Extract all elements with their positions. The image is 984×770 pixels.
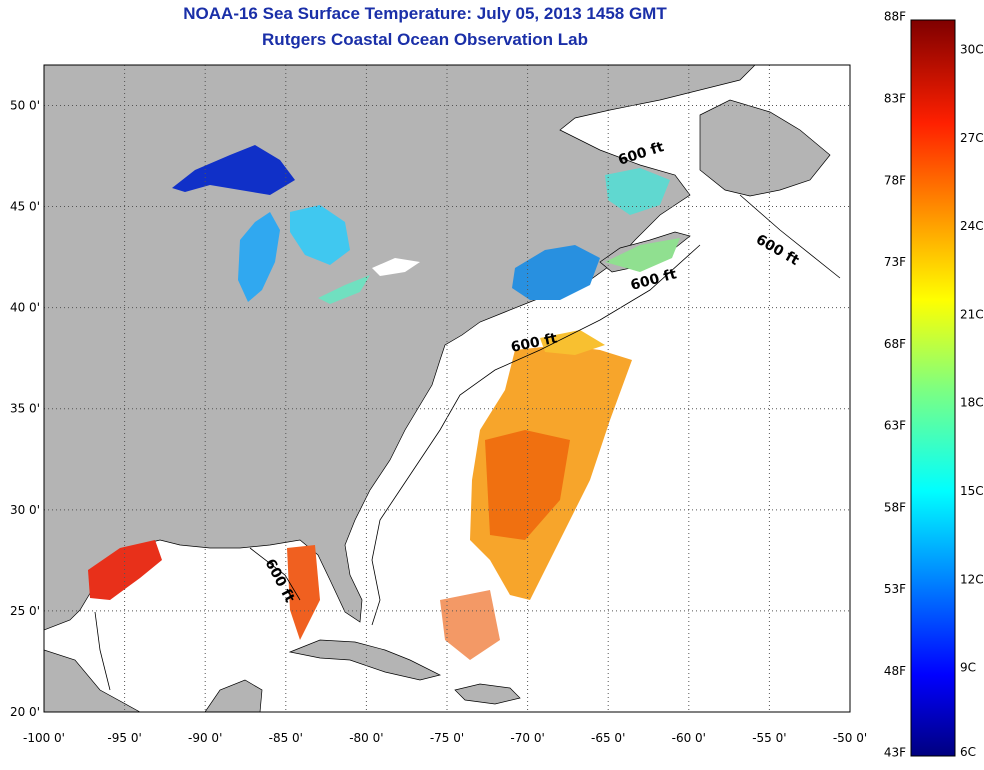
- colorbar-c-label: 18C: [960, 396, 984, 410]
- colorbar-f-label: 78F: [884, 173, 906, 187]
- longitude-tick-label: -75 0': [430, 731, 464, 745]
- longitude-tick-label: -55 0': [752, 731, 786, 745]
- colorbar: [910, 19, 956, 757]
- colorbar-f-label: 63F: [884, 419, 906, 433]
- land-hispaniola: [454, 683, 521, 705]
- longitude-tick-label: -60 0': [672, 731, 706, 745]
- colorbar-c-label: 15C: [960, 484, 984, 498]
- longitude-tick-label: -80 0': [349, 731, 383, 745]
- colorbar-f-label: 58F: [884, 500, 906, 514]
- longitude-tick-labels: -100 0' -95 0' -90 0' -85 0' -80 0' -75 0' -70…: [23, 731, 867, 745]
- land-north-america: [44, 65, 756, 631]
- colorbar-c-label: 24C: [960, 219, 984, 233]
- latitude-tick-labels: 20 0' 25 0' 30 0' 35 0' 40 0' 45 0' 50 0': [10, 98, 40, 719]
- sst-bahamas: [440, 590, 500, 660]
- map-title: NOAA-16 Sea Surface Temperature: July 05…: [183, 4, 667, 23]
- longitude-tick-label: -70 0': [510, 731, 544, 745]
- colorbar-f-label: 53F: [884, 582, 906, 596]
- longitude-tick-label: -90 0': [188, 731, 222, 745]
- sst-scotian-shelf: [605, 238, 680, 272]
- sst-gulf-of-maine: [512, 245, 600, 300]
- sst-gulfstream-north: [540, 330, 605, 355]
- latitude-tick-label: 45 0': [10, 200, 40, 214]
- sst-lake-michigan: [238, 212, 280, 302]
- latitude-tick-label: 25 0': [10, 604, 40, 618]
- land-yucatan: [44, 649, 141, 712]
- land-newfoundland: [699, 99, 831, 197]
- colorbar-f-label: 88F: [884, 10, 906, 24]
- colorbar-f-label: 68F: [884, 337, 906, 351]
- colorbar-c-label: 9C: [960, 661, 976, 675]
- isobath-600ft-gulf: [94, 547, 301, 691]
- sst-gulf-florida: [287, 545, 320, 640]
- colorbar-c-label: 6C: [960, 745, 976, 759]
- latitude-tick-label: 30 0': [10, 503, 40, 517]
- colorbar-f-label: 48F: [884, 664, 906, 678]
- sst-lake-huron: [290, 205, 350, 265]
- sst-lake-ontario: [372, 258, 420, 276]
- latitude-tick-label: 40 0': [10, 301, 40, 315]
- land-yucatan-peninsula: [204, 679, 263, 712]
- longitude-tick-label: -95 0': [107, 731, 141, 745]
- latitude-tick-label: 50 0': [10, 98, 40, 112]
- colorbar-c-label: 21C: [960, 307, 984, 321]
- colorbar-c-label: 30C: [960, 42, 984, 56]
- colorbar-f-label: 43F: [884, 746, 906, 760]
- colorbar-f-label: 73F: [884, 255, 906, 269]
- latitude-tick-label: 35 0': [10, 402, 40, 416]
- sst-lake-superior: [172, 145, 295, 195]
- colorbar-celsius-labels: 30C 27C 24C 21C 18C 15C 12C 9C 6C: [960, 42, 984, 759]
- colorbar-c-label: 12C: [960, 572, 984, 586]
- isobath-600ft: [371, 194, 841, 626]
- map-subtitle: Rutgers Coastal Ocean Observation Lab: [262, 30, 588, 49]
- sst-lake-erie: [318, 275, 370, 304]
- colorbar-fahrenheit-labels: 88F 83F 78F 73F 68F 63F 58F 53F 48F 43F: [884, 10, 906, 760]
- map-frame: [43, 64, 851, 713]
- longitude-tick-label: -100 0': [23, 731, 65, 745]
- colorbar-c-label: 27C: [960, 131, 984, 145]
- colorbar-f-label: 83F: [884, 92, 906, 106]
- sst-gulf-st-lawrence: [605, 168, 670, 215]
- longitude-tick-label: -65 0': [591, 731, 625, 745]
- longitude-tick-label: -85 0': [269, 731, 303, 745]
- land-cuba: [288, 639, 442, 681]
- latitude-tick-label: 20 0': [10, 705, 40, 719]
- longitude-tick-label: -50 0': [833, 731, 867, 745]
